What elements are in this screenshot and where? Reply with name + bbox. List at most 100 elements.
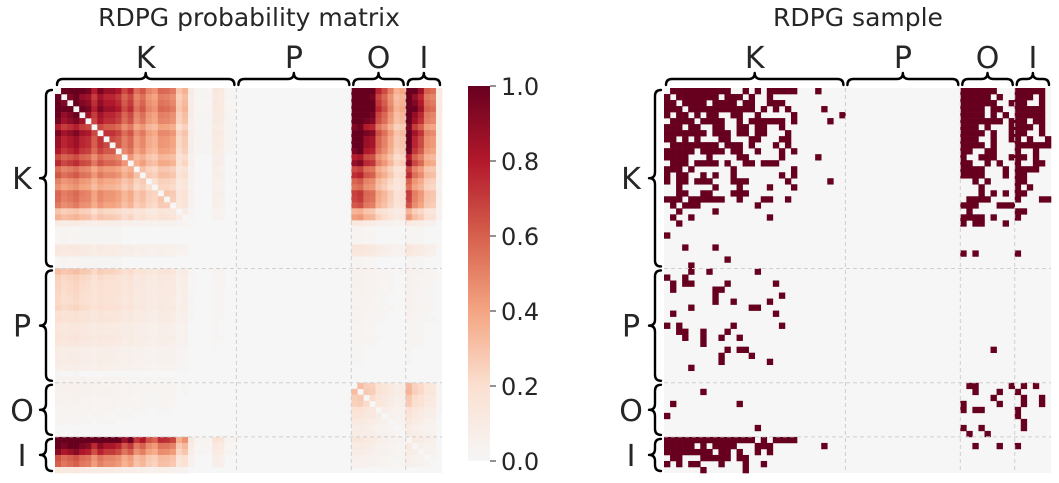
probability-cell: [188, 88, 195, 95]
edge-cell: [712, 298, 719, 305]
edge-cell: [688, 88, 695, 95]
edge-cell: [1038, 94, 1046, 101]
probability-cell: [381, 424, 388, 432]
probability-cell: [399, 406, 407, 414]
edge-cell: [778, 124, 786, 131]
probability-cell: [399, 118, 407, 125]
probability-cell: [85, 214, 92, 221]
probability-cell: [157, 214, 165, 221]
probability-cell: [429, 94, 437, 101]
probability-cell: [85, 442, 92, 450]
probability-cell: [357, 148, 364, 155]
edge-cell: [978, 220, 985, 227]
probability-cell: [169, 118, 177, 125]
probability-cell: [375, 160, 382, 167]
probability-cell: [61, 190, 68, 197]
probability-cell: [206, 118, 213, 125]
probability-cell: [375, 316, 382, 323]
probability-cell: [115, 262, 122, 269]
probability-cell: [387, 106, 394, 113]
probability-cell: [139, 178, 147, 185]
probability-cell: [169, 142, 177, 149]
probability-cell: [357, 274, 364, 281]
probability-cell: [139, 400, 147, 408]
probability-cell: [127, 118, 134, 125]
probability-cell: [73, 406, 80, 414]
edge-cell: [736, 148, 743, 155]
probability-cell: [375, 298, 382, 305]
edge-cell: [670, 400, 677, 408]
edge-cell: [700, 160, 707, 167]
probability-cell: [163, 454, 171, 462]
probability-cell: [381, 406, 388, 414]
probability-cell: [115, 136, 122, 143]
probability-cell: [393, 418, 400, 426]
probability-cell: [109, 130, 116, 137]
probability-cell: [181, 292, 189, 299]
probability-cell: [175, 274, 183, 281]
probability-cell: [61, 106, 68, 113]
probability-cell: [423, 460, 431, 468]
probability-cell: [218, 124, 225, 131]
probability-cell: [163, 382, 171, 390]
edge-cell: [712, 172, 719, 179]
probability-cell: [115, 376, 122, 384]
probability-cell: [212, 286, 219, 293]
probability-cell: [55, 136, 62, 143]
probability-cell: [85, 268, 92, 275]
probability-cell: [381, 418, 388, 426]
edge-cell: [990, 100, 997, 107]
edge-cell: [736, 154, 743, 161]
probability-cell: [127, 316, 134, 323]
edge-cell: [706, 118, 713, 125]
probability-cell: [405, 334, 413, 341]
probability-cell: [188, 442, 195, 450]
probability-cell: [127, 172, 134, 179]
probability-cell: [369, 454, 376, 462]
probability-cell: [139, 154, 147, 161]
probability-cell: [369, 220, 376, 227]
probability-cell: [212, 208, 219, 215]
edge-cell: [718, 136, 725, 143]
probability-cell: [393, 184, 400, 191]
probability-cell: [417, 118, 425, 125]
edge-cell: [990, 148, 997, 155]
edge-cell: [760, 436, 768, 444]
probability-cell: [423, 142, 431, 149]
probability-cell: [188, 154, 195, 161]
probability-cell: [387, 94, 394, 101]
probability-cell: [85, 274, 92, 281]
edge-cell: [730, 148, 737, 155]
probability-cell: [357, 160, 364, 167]
probability-cell: [381, 250, 388, 257]
probability-cell: [399, 448, 407, 456]
probability-cell: [393, 382, 400, 390]
edge-cell: [978, 196, 985, 203]
probability-cell: [405, 406, 413, 414]
probability-cell: [212, 310, 219, 317]
probability-cell: [181, 148, 189, 155]
probability-cell: [121, 412, 128, 420]
probability-cell: [73, 238, 80, 245]
probability-cell: [200, 136, 207, 143]
side-brace: [647, 437, 663, 473]
probability-cell: [351, 346, 358, 353]
probability-cell: [200, 124, 207, 131]
probability-cell: [230, 142, 237, 149]
probability-cell: [121, 388, 128, 396]
probability-cell: [103, 388, 110, 396]
probability-cell: [115, 388, 122, 396]
probability-cell: [133, 112, 140, 119]
edge-cell: [676, 142, 683, 149]
probability-cell: [73, 118, 80, 125]
probability-cell: [357, 238, 364, 245]
probability-cell: [200, 88, 207, 95]
probability-cell: [429, 106, 437, 113]
edge-cell: [996, 118, 1003, 125]
edge-cell: [784, 106, 792, 113]
probability-cell: [169, 334, 177, 341]
edge-cell: [972, 106, 979, 113]
probability-cell: [157, 334, 165, 341]
probability-cell: [133, 100, 140, 107]
probability-cell: [387, 406, 394, 414]
